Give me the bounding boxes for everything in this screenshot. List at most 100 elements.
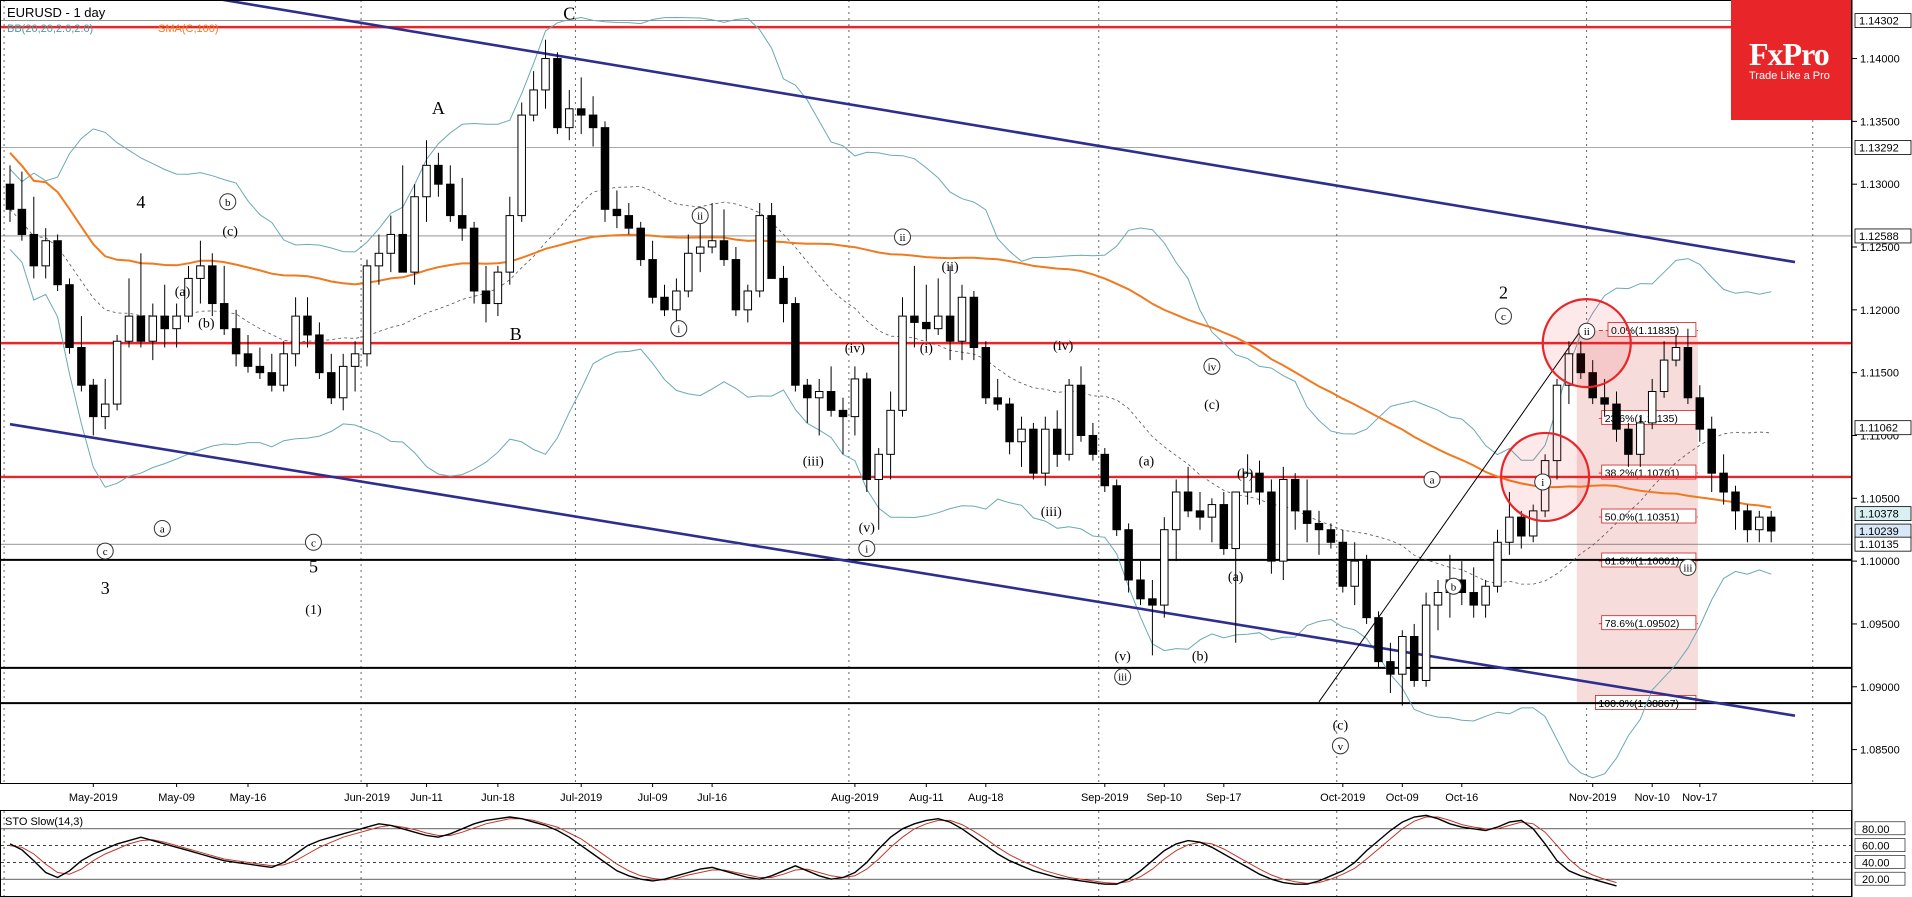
bullish-candle-body <box>1017 428 1026 443</box>
candle <box>1528 504 1538 543</box>
candle <box>457 177 467 241</box>
bearish-candle-body <box>469 227 479 292</box>
candle <box>1041 416 1050 486</box>
candle <box>826 366 836 417</box>
bullish-candle-body <box>41 240 50 267</box>
wave-label: v <box>1338 741 1344 753</box>
wave-label: (iii) <box>803 455 824 470</box>
bearish-candle-body <box>588 114 598 129</box>
x-tick-label: Jul-2019 <box>560 792 602 804</box>
bullish-candle-body <box>1433 592 1443 606</box>
bearish-candle-body <box>1267 491 1276 562</box>
candle <box>1183 466 1193 518</box>
price-tag-label: 1.12588 <box>1859 231 1899 243</box>
bullish-candle-body <box>933 315 943 330</box>
y-tick-label: 1.09500 <box>1860 619 1900 631</box>
bearish-candle-body <box>89 384 98 418</box>
bearish-candle-body <box>1469 592 1478 606</box>
bearish-candle-body <box>1183 491 1193 512</box>
bullish-candle-body <box>1659 359 1669 393</box>
bullish-candle-body <box>1243 472 1252 493</box>
candle <box>803 378 812 423</box>
candle <box>1100 448 1110 493</box>
bullish-candle-body <box>1493 541 1502 587</box>
wave-label: (v) <box>859 521 876 536</box>
candle <box>1148 579 1157 656</box>
wave-label: B <box>510 324 522 344</box>
wave-label: (v) <box>1114 649 1131 664</box>
bullish-candle-body <box>112 340 122 405</box>
candle <box>981 341 991 405</box>
candle <box>136 253 146 348</box>
candle <box>719 209 729 266</box>
candle <box>660 284 669 317</box>
candle <box>1302 479 1312 543</box>
wave-label: b <box>225 197 231 209</box>
candle <box>1421 592 1431 687</box>
wave-labels: 3c4(a)a(b)(c)bc5(1)AB(2)Ciii(iii)(iv)(v)… <box>96 4 1697 755</box>
bullish-candle-body <box>422 164 431 198</box>
candle <box>100 378 110 430</box>
bullish-candle-body <box>565 108 574 129</box>
candle <box>1624 422 1633 467</box>
stochastic-tick-box <box>1854 855 1906 869</box>
bullish-candle-body <box>695 246 705 254</box>
candle <box>1255 460 1264 505</box>
bearish-candle-body <box>1338 541 1348 587</box>
y-tick-label: 1.11500 <box>1860 368 1899 380</box>
bullish-candle-body <box>279 353 288 386</box>
candle <box>1243 454 1252 505</box>
candle <box>1017 416 1026 467</box>
candle <box>814 378 824 436</box>
bearish-candle-body <box>1124 529 1133 581</box>
fxpro-logo-tagline: Trade Like a Pro <box>1749 70 1830 82</box>
bullish-candle-body <box>1505 516 1514 543</box>
candle <box>17 171 27 241</box>
x-tick-label: Sep-17 <box>1206 792 1241 804</box>
bearish-candle-body <box>1005 403 1014 443</box>
candle <box>517 102 526 222</box>
price-tag-label: 1.13292 <box>1859 142 1899 154</box>
candle <box>1207 498 1217 543</box>
candle <box>231 309 241 367</box>
stochastic-tick-box <box>1854 821 1906 836</box>
candle <box>481 265 491 323</box>
wave-label: i <box>677 324 680 336</box>
bearish-candle-body <box>136 315 146 342</box>
bearish-candle-body <box>1219 504 1229 550</box>
bearish-candle-body <box>767 215 776 279</box>
wave-label-circle <box>1331 737 1349 755</box>
wave-label-circle <box>894 228 911 246</box>
candle <box>1409 623 1419 687</box>
bearish-candle-body <box>553 58 562 129</box>
candle <box>553 52 562 134</box>
wave-label: c <box>103 546 108 558</box>
bullish-candle-body <box>1350 560 1359 587</box>
candle <box>362 259 372 367</box>
candle <box>184 265 193 323</box>
fibonacci-level-box <box>1601 464 1697 480</box>
candle <box>910 265 919 348</box>
candle <box>1600 378 1609 417</box>
x-tick-label: Aug-2019 <box>831 792 879 804</box>
x-tick-label: Oct-16 <box>1445 792 1478 804</box>
wave-label-circle <box>1578 322 1596 340</box>
y-tick-label: 1.09000 <box>1860 682 1900 694</box>
candle <box>1326 523 1336 549</box>
bearish-candle-body <box>1624 428 1633 455</box>
stochastic-legend: STO Slow(14,3) <box>5 816 83 828</box>
wave-label-circle <box>96 542 114 560</box>
bearish-candle-body <box>481 290 491 305</box>
fibonacci-level-box <box>1601 615 1697 631</box>
wave-label-circle <box>1114 668 1132 686</box>
candle <box>922 284 931 342</box>
candle <box>1219 492 1229 555</box>
candle <box>1517 510 1526 549</box>
bearish-candle-body <box>255 365 265 374</box>
wave-label-circle <box>219 193 237 211</box>
candle <box>874 448 883 530</box>
candle <box>1386 642 1395 694</box>
wave-label: 2 <box>1499 282 1508 302</box>
candle <box>565 89 574 141</box>
candle <box>112 334 122 411</box>
